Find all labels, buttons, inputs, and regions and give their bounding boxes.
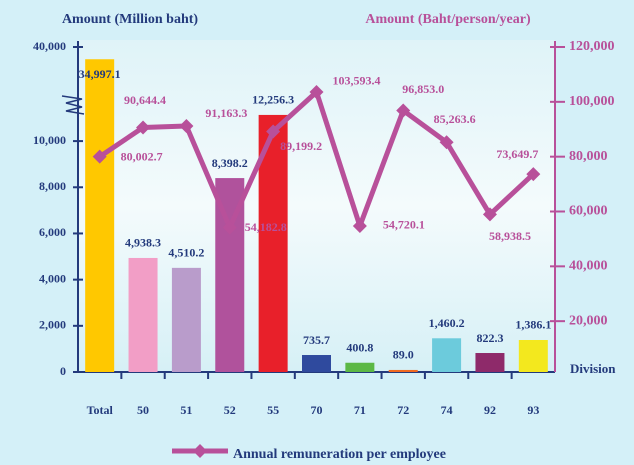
bar-value-label: 822.3 [476, 331, 503, 345]
legend-marker [193, 444, 207, 458]
x-tick-label: 71 [354, 403, 366, 417]
line-value-label: 91,163.3 [205, 106, 247, 120]
line-value-label: 54,720.1 [383, 218, 425, 232]
bar-value-label: 1,386.1 [515, 318, 551, 332]
x-tick-label: 50 [137, 403, 149, 417]
line-marker [179, 119, 194, 134]
x-axis-title: Division [570, 361, 616, 376]
line-marker [309, 84, 324, 99]
x-tick-label: 92 [484, 403, 496, 417]
line-marker [482, 207, 497, 222]
bar-value-label: 34,997.1 [79, 67, 121, 81]
line-value-label: 58,938.5 [489, 229, 531, 243]
y2-tick-label: 40,000 [569, 259, 608, 274]
x-tick-label: 52 [224, 403, 236, 417]
y-tick-label: 8,000 [39, 179, 66, 193]
line-marker [439, 135, 454, 150]
line-value-label: 80,002.7 [121, 149, 163, 163]
y2-tick-label: 100,000 [569, 94, 615, 109]
legend-label: Annual remuneration per employee [233, 447, 446, 462]
bar-value-label: 89.0 [393, 348, 414, 362]
line-marker [136, 120, 151, 135]
y2-tick-label: 120,000 [569, 39, 615, 54]
y-tick-label: 10,000 [33, 133, 66, 147]
bar [302, 355, 331, 372]
line-value-label: 54,182.8 [245, 220, 287, 234]
bar-value-label: 735.7 [303, 333, 330, 347]
x-tick-label: 55 [267, 403, 279, 417]
bar [128, 257, 158, 372]
y2-tick-label: 60,000 [569, 204, 608, 219]
line-marker [352, 218, 367, 233]
line-value-label: 89,199.2 [280, 139, 322, 153]
y-tick-label: 6,000 [39, 225, 66, 239]
y-tick-label: 0 [60, 364, 66, 378]
y-tick-label: 2,000 [39, 318, 66, 332]
y-tick-label: 40,000 [33, 39, 66, 53]
y-tick-label: 4,000 [39, 271, 66, 285]
line-value-label: 90,644.4 [124, 93, 166, 107]
line-marker [222, 220, 237, 235]
bar-value-label: 8,398.2 [212, 156, 248, 170]
y-axis-title: Amount (Million baht) [62, 12, 198, 27]
bar-value-label: 400.8 [346, 340, 373, 354]
bar [388, 369, 418, 372]
bar [475, 353, 505, 372]
bar [345, 362, 375, 372]
y2-axis-title: Amount (Baht/person/year) [365, 12, 531, 27]
bar [85, 59, 115, 373]
line-value-label: 96,853.0 [402, 82, 444, 96]
y2-tick-label: 20,000 [569, 313, 608, 328]
x-tick-label: 72 [397, 403, 409, 417]
line-value-label: 85,263.6 [434, 112, 476, 126]
line-marker [266, 124, 281, 139]
x-tick-label: 74 [441, 403, 453, 417]
bar-value-label: 4,938.3 [125, 236, 161, 250]
x-tick-label: 70 [311, 403, 323, 417]
bar-value-label: 4,510.2 [168, 246, 204, 260]
line-value-label: 73,649.7 [496, 147, 538, 161]
bar [171, 267, 201, 372]
line-marker [396, 103, 411, 118]
bar-value-label: 12,256.3 [252, 93, 294, 107]
x-tick-label: 93 [527, 403, 539, 417]
y2-tick-label: 80,000 [569, 149, 608, 164]
line-value-label: 103,593.4 [333, 74, 381, 88]
x-tick-label: Total [87, 403, 114, 417]
bar [518, 339, 548, 372]
line-marker [92, 149, 107, 164]
line-marker [526, 167, 541, 182]
bar-value-label: 1,460.2 [429, 316, 465, 330]
bar [432, 338, 462, 372]
axis-break [61, 95, 85, 115]
x-tick-label: 51 [180, 403, 192, 417]
